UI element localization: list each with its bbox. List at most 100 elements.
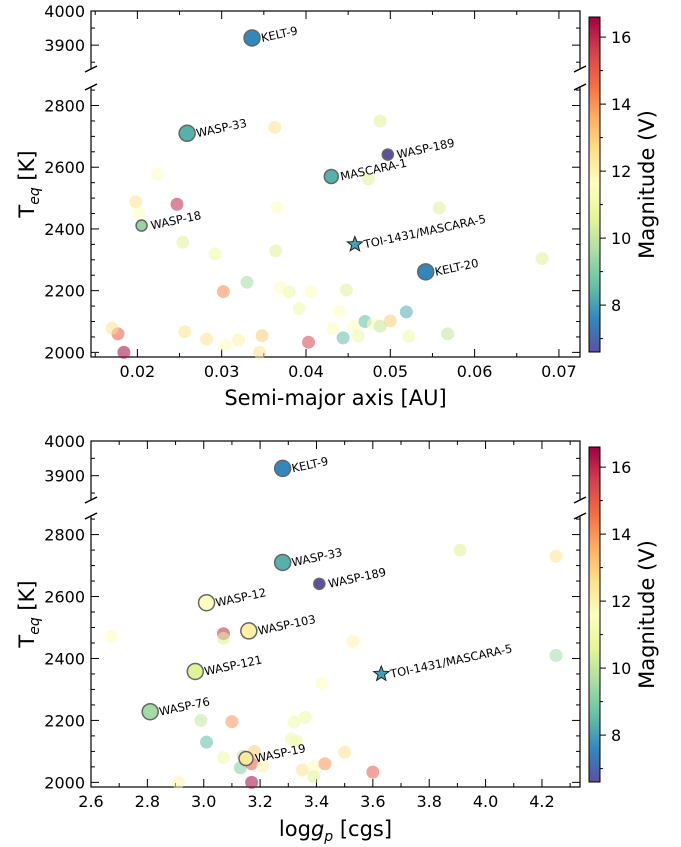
- data-point: [307, 760, 321, 774]
- axis-break-mark: [573, 65, 587, 73]
- colorbar-tick-label: 12: [611, 162, 631, 181]
- y-axis-label-part: T: [15, 205, 39, 219]
- planet-label: WASP-12: [214, 585, 267, 609]
- data-point: [373, 319, 387, 333]
- axis-break-mark: [573, 83, 587, 91]
- y-tick-label: 2200: [44, 711, 85, 730]
- labeled-planet-marker: [381, 148, 395, 161]
- planet-label: WASP-33: [195, 116, 248, 140]
- data-point: [441, 327, 455, 341]
- data-point: [304, 284, 318, 298]
- data-point: [366, 765, 380, 779]
- colorbar-tick-label: 14: [611, 95, 631, 114]
- colorbar-label: Magnitude (V): [635, 540, 659, 689]
- data-point: [402, 329, 416, 343]
- planet-label: WASP-19: [254, 741, 307, 765]
- x-tick-label: 0.06: [457, 362, 493, 381]
- bottom-scatter-panel: 2.6 2.8 3.0 3.2 3.4 3.6 3.8 4.0 4.2 2000 2200 2400 2…: [15, 432, 587, 845]
- x-tick-label: 0.07: [541, 362, 577, 381]
- data-point: [253, 345, 267, 359]
- data-point: [129, 195, 143, 209]
- y-tick-label: 3900: [44, 36, 85, 55]
- data-point: [292, 302, 306, 316]
- planet-label: WASP-103: [257, 612, 317, 638]
- x-tick-label: 3.6: [360, 792, 385, 811]
- planet-label: TOI-1431/MASCARA-5: [388, 641, 514, 681]
- data-point: [216, 285, 230, 299]
- colorbar-tick-label: 10: [611, 229, 631, 248]
- upper-axes-frame: [90, 10, 581, 70]
- data-point: [333, 305, 347, 319]
- y-tick-label: 2800: [44, 97, 85, 116]
- colorbar-label: Magnitude (V): [635, 110, 659, 259]
- x-tick-label: 3.0: [191, 792, 216, 811]
- data-point: [383, 314, 397, 328]
- data-point: [269, 244, 283, 258]
- planet-label: TOI-1431/MASCARA-5: [362, 212, 488, 252]
- x-axis-label: Semi-major axis [AU]: [224, 386, 446, 410]
- colorbar-tick-label: 12: [611, 592, 631, 611]
- labeled-planet-marker: [135, 219, 148, 232]
- labeled-planet-marker: [273, 553, 292, 572]
- colorbar-tick-label: 8: [611, 296, 621, 315]
- data-point: [339, 283, 353, 297]
- x-axis-label-part: [cgs]: [333, 817, 392, 841]
- data-point: [346, 634, 360, 648]
- labeled-planet-marker: [238, 750, 254, 767]
- y-axis-label: Teq [K]: [15, 150, 43, 218]
- labeled-planet-marker: [186, 662, 205, 681]
- x-axis-label-part: log: [279, 817, 311, 841]
- data-point: [338, 745, 352, 759]
- data-point: [295, 763, 309, 777]
- data-point: [453, 543, 467, 557]
- x-axis-label-part: p: [323, 829, 333, 845]
- y-tick-label: 4000: [44, 432, 85, 451]
- planet-label: KELT-9: [260, 23, 299, 44]
- y-tick-label: 2400: [44, 649, 85, 668]
- colorbar-tick-label: 14: [611, 525, 631, 544]
- x-tick-label: 4.2: [529, 792, 554, 811]
- data-point: [373, 114, 387, 128]
- x-tick-label: 2.6: [78, 792, 103, 811]
- data-point: [315, 676, 329, 690]
- data-point: [232, 333, 246, 347]
- x-axis-label: loggp [cgs]: [279, 817, 392, 845]
- data-point: [351, 329, 365, 343]
- data-point: [282, 285, 296, 299]
- data-point: [336, 331, 350, 345]
- x-tick-label: 0.03: [204, 362, 240, 381]
- data-point: [270, 200, 284, 214]
- y-tick-label: 2600: [44, 158, 85, 177]
- labeled-planet-marker: [313, 577, 326, 591]
- planet-label: WASP-189: [327, 565, 387, 591]
- y-tick-label: 2600: [44, 588, 85, 607]
- axis-break-mark: [84, 512, 98, 520]
- data-point: [104, 629, 118, 643]
- data-point: [176, 235, 190, 249]
- x-tick-label: 3.2: [247, 792, 272, 811]
- x-tick-label: 0.04: [288, 362, 324, 381]
- y-tick-label: 3900: [44, 467, 85, 486]
- data-point: [361, 172, 375, 186]
- colorbar-tick-label: 8: [611, 726, 621, 745]
- y-axis-label-part: eq: [27, 617, 43, 635]
- x-axis-label-part: g: [311, 817, 324, 841]
- bottom-colorbar: 8 10 12 14 16 Magnitude (V): [588, 446, 659, 783]
- x-tick-label: 3.4: [304, 792, 329, 811]
- data-point: [549, 549, 563, 563]
- data-point: [298, 710, 312, 724]
- colorbar-bar: [588, 16, 601, 353]
- top-scatter-panel: 0.02 0.03 0.04 0.05 0.06 0.07 2000 2200 2400 2600…: [15, 2, 587, 410]
- data-point: [256, 759, 270, 773]
- data-point: [117, 345, 131, 359]
- y-axis-label-part: T: [15, 635, 39, 649]
- data-point: [318, 757, 332, 771]
- data-point: [302, 335, 316, 349]
- data-point: [432, 201, 446, 215]
- data-point: [200, 332, 214, 346]
- labeled-planet-marker: [141, 702, 159, 721]
- data-point: [287, 715, 301, 729]
- data-point: [307, 770, 321, 784]
- data-point: [178, 325, 192, 339]
